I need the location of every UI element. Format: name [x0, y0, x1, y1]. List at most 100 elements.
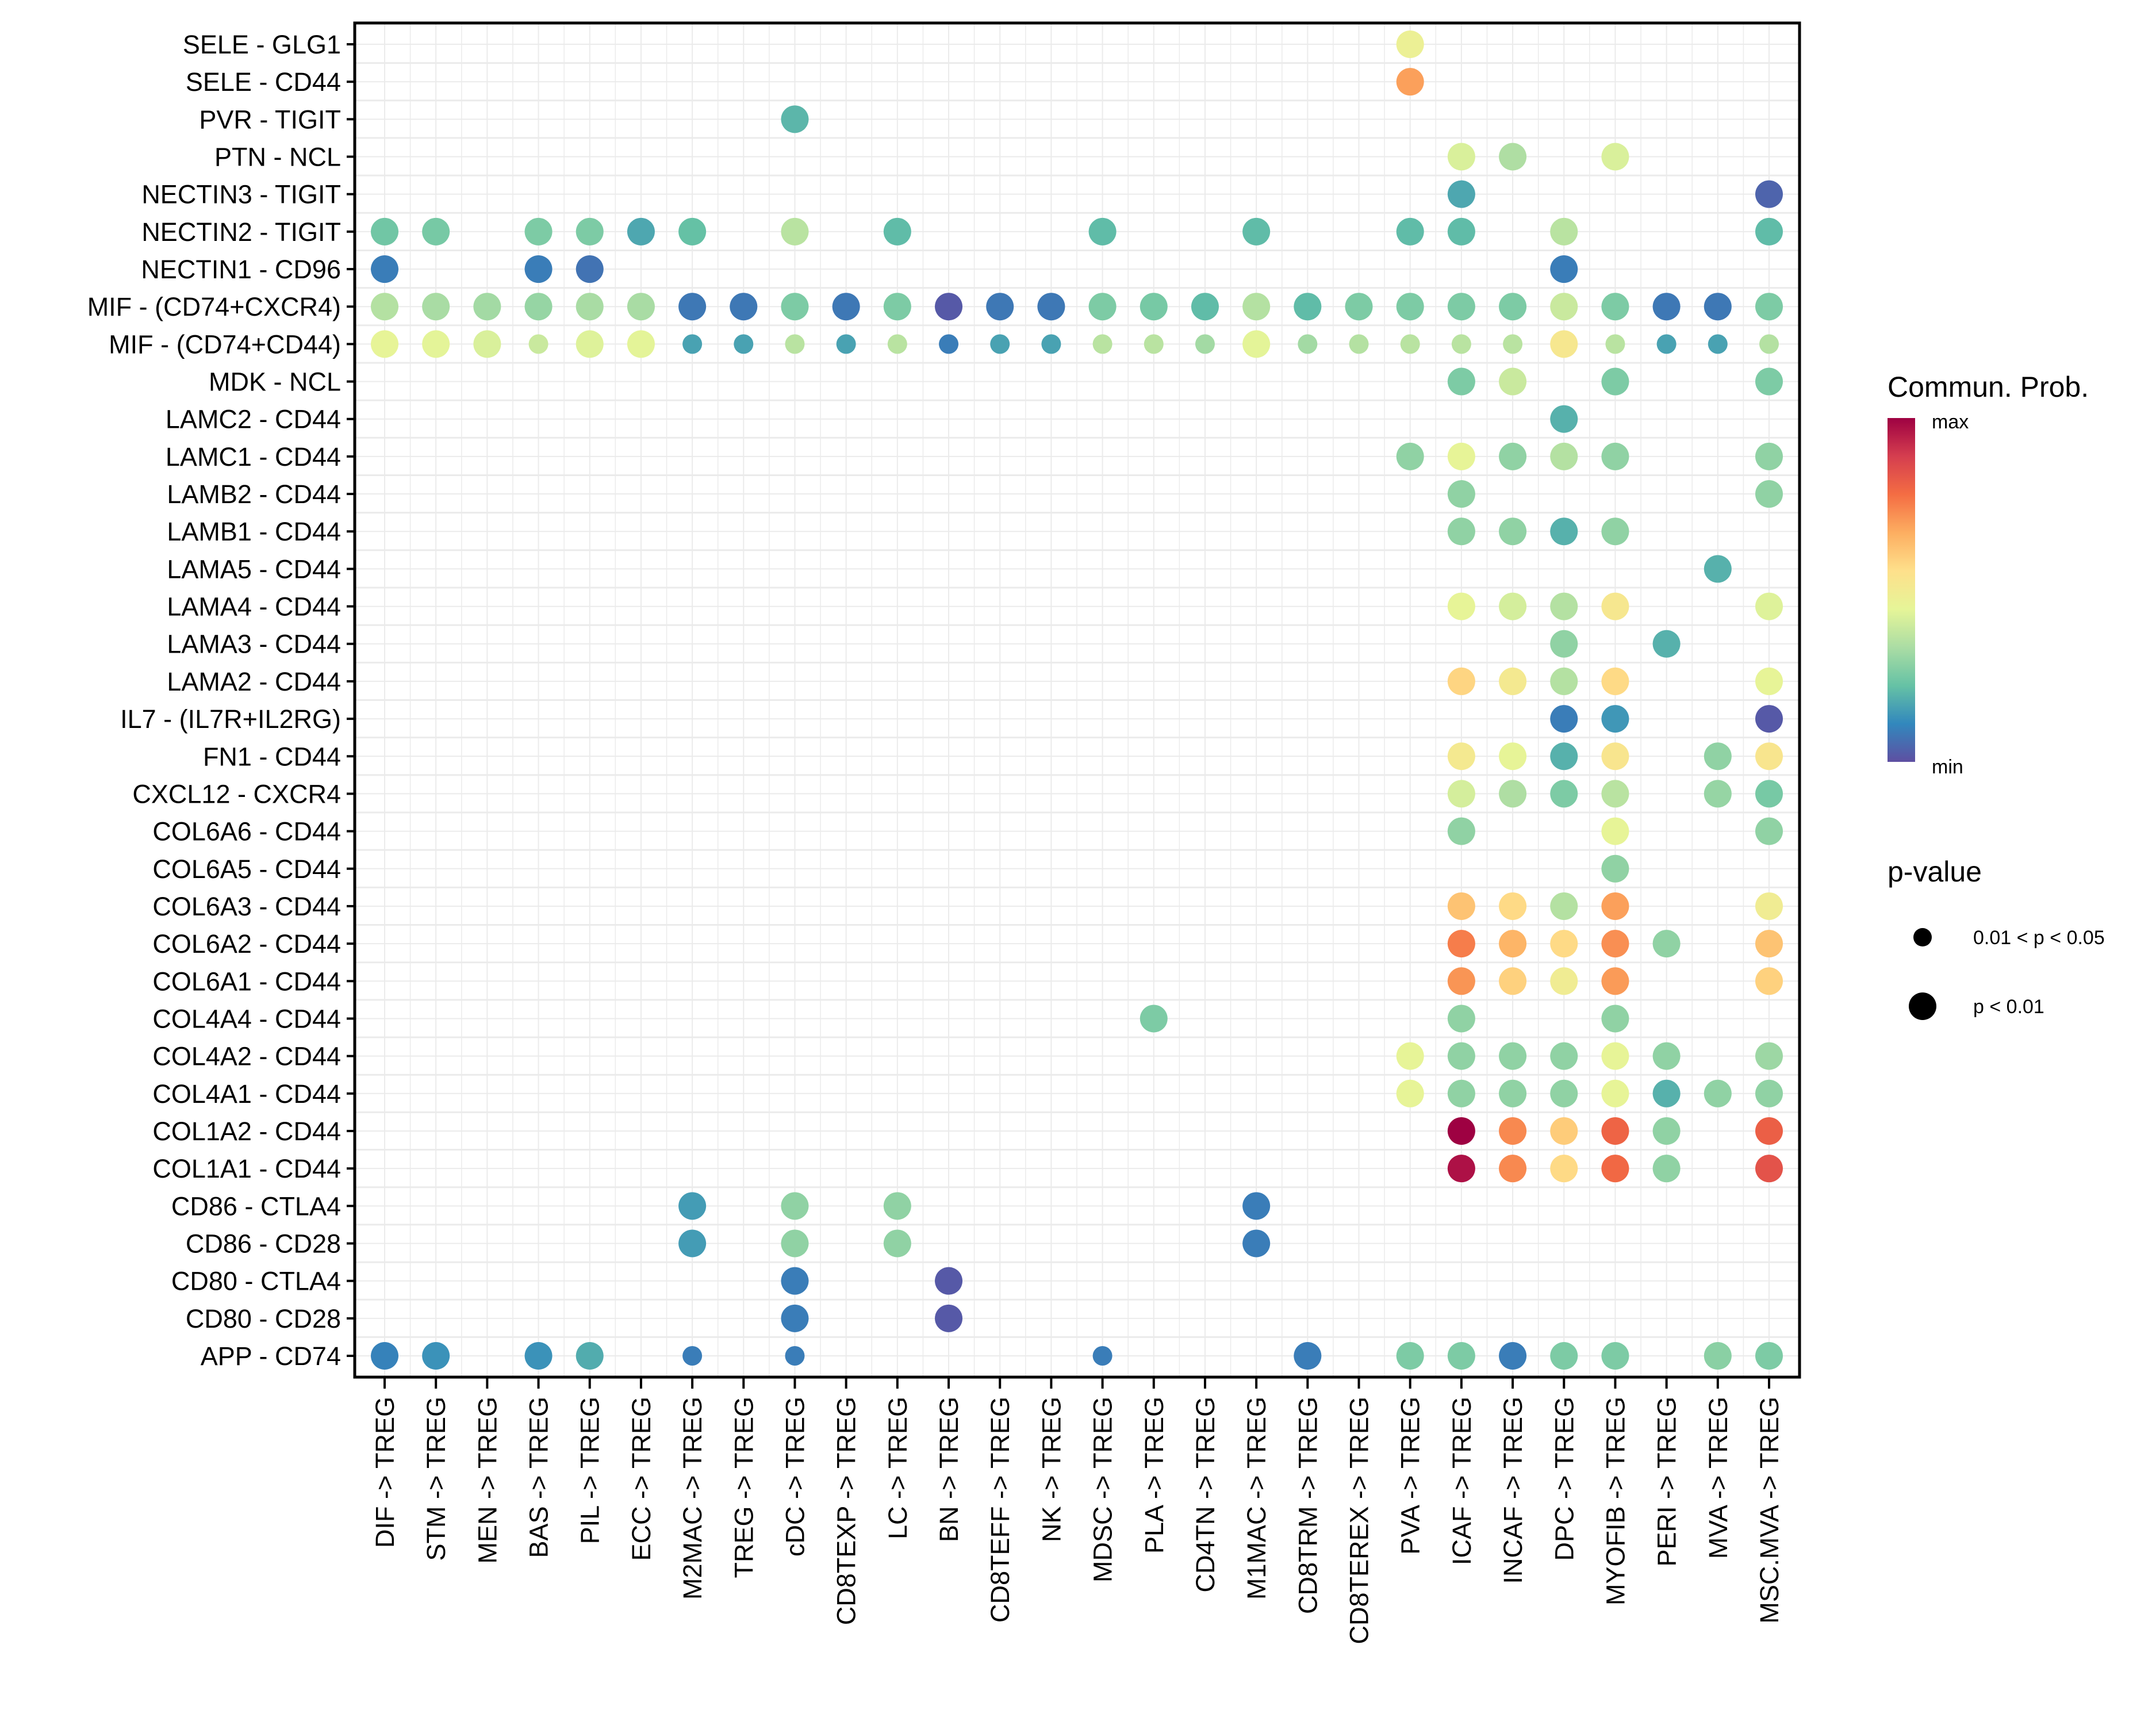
data-point: [1499, 1155, 1527, 1183]
y-tick-label: CD86 - CD28: [186, 1229, 341, 1258]
y-tick-label: NECTIN2 - TIGIT: [141, 217, 341, 247]
data-point: [576, 217, 604, 246]
data-point: [1755, 1342, 1783, 1370]
size-legend-small-label: 0.01 < p < 0.05: [1973, 927, 2105, 949]
colorbar-title: Commun. Prob.: [1888, 371, 2089, 403]
y-tick-label: IL7 - (IL7R+IL2RG): [120, 704, 341, 734]
y-tick-label: COL4A2 - CD44: [152, 1042, 341, 1071]
data-point: [1601, 930, 1629, 958]
data-point: [371, 330, 398, 358]
colorbar: [1888, 418, 1915, 762]
data-point: [1092, 1346, 1112, 1366]
data-point: [1396, 30, 1424, 58]
data-point: [678, 217, 707, 246]
data-point: [781, 105, 809, 133]
data-point: [1601, 442, 1629, 470]
data-point: [1550, 742, 1578, 770]
x-tick-label: DPC -> TREG: [1549, 1397, 1579, 1561]
data-point: [528, 334, 548, 354]
x-tick-label: LC -> TREG: [883, 1397, 912, 1539]
x-tick-label: BN -> TREG: [934, 1397, 964, 1542]
y-tick-label: PVR - TIGIT: [199, 105, 341, 134]
data-point: [1037, 293, 1065, 321]
data-point: [678, 1192, 707, 1220]
data-point: [1499, 967, 1527, 995]
x-tick-label: STM -> TREG: [421, 1397, 451, 1561]
data-point: [781, 1267, 809, 1295]
x-tick-label: M2MAC -> TREG: [678, 1397, 707, 1600]
y-tick-label: COL4A1 - CD44: [152, 1079, 341, 1109]
y-tick-label: FN1 - CD44: [203, 742, 341, 771]
data-point: [473, 293, 501, 321]
data-point: [883, 217, 911, 246]
data-point: [371, 255, 398, 283]
data-point: [1088, 217, 1117, 246]
data-point: [1656, 334, 1677, 354]
y-tick-label: LAMB1 - CD44: [167, 517, 341, 546]
data-point: [939, 334, 959, 354]
colorbar-min-label: min: [1932, 756, 1963, 778]
y-tick-label: APP - CD74: [201, 1341, 341, 1371]
data-point: [1499, 667, 1527, 695]
data-point: [1396, 1042, 1424, 1070]
x-tick-label: DIF -> TREG: [370, 1397, 400, 1548]
y-tick-label: CXCL12 - CXCR4: [132, 779, 341, 808]
data-point: [836, 334, 856, 354]
size-legend-small-dot: [1913, 928, 1932, 946]
data-point: [1447, 1079, 1475, 1107]
data-point: [1550, 892, 1578, 920]
x-tick-label: ICAF -> TREG: [1447, 1397, 1476, 1565]
colorbar-max-label: max: [1932, 411, 1969, 433]
x-tick-label: PERI -> TREG: [1652, 1397, 1682, 1567]
data-point: [1755, 1117, 1783, 1145]
data-point: [990, 334, 1010, 354]
data-point: [1242, 330, 1271, 358]
y-tick-label: LAMB2 - CD44: [167, 480, 341, 509]
x-tick-label: PLA -> TREG: [1140, 1397, 1169, 1554]
data-point: [781, 293, 809, 321]
data-point: [1755, 667, 1783, 695]
data-point: [1550, 330, 1578, 358]
y-tick-label: SELE - GLG1: [183, 30, 341, 59]
data-point: [1294, 1342, 1322, 1370]
data-point: [1041, 334, 1061, 354]
data-point: [1447, 180, 1475, 208]
data-point: [785, 1346, 805, 1366]
y-tick-label: NECTIN1 - CD96: [141, 255, 341, 284]
y-tick-label: COL6A2 - CD44: [152, 929, 341, 959]
data-point: [1447, 1117, 1475, 1145]
data-point: [1447, 817, 1475, 845]
data-point: [1755, 180, 1783, 208]
data-point: [1447, 217, 1475, 246]
data-point: [1601, 892, 1629, 920]
data-point: [1396, 1079, 1424, 1107]
y-tick-label: CD86 - CTLA4: [171, 1191, 341, 1221]
data-point: [627, 217, 655, 246]
data-point: [473, 330, 501, 358]
data-point: [1447, 780, 1475, 808]
data-point: [1550, 930, 1578, 958]
data-point: [1447, 293, 1475, 321]
y-tick-label: LAMC2 - CD44: [166, 405, 341, 434]
data-point: [1601, 854, 1629, 883]
data-point: [1755, 480, 1783, 508]
data-point: [1755, 442, 1783, 470]
data-point: [1704, 780, 1732, 808]
data-point: [1447, 143, 1475, 171]
data-point: [1400, 334, 1420, 354]
x-tick-label: PIL -> TREG: [576, 1397, 605, 1544]
data-point: [1550, 1079, 1578, 1107]
x-tick-label: CD8TEXP -> TREG: [832, 1397, 861, 1625]
y-tick-label: PTN - NCL: [214, 143, 341, 172]
data-point: [1605, 334, 1625, 354]
data-point: [1447, 367, 1475, 396]
data-point: [1601, 293, 1629, 321]
data-point: [1298, 334, 1318, 354]
data-point: [781, 1192, 809, 1220]
data-point: [1088, 293, 1117, 321]
x-tick-label: NK -> TREG: [1037, 1397, 1066, 1542]
y-tick-label: SELE - CD44: [186, 67, 341, 97]
data-point: [1447, 1042, 1475, 1070]
data-point: [1601, 1042, 1629, 1070]
data-point: [1447, 592, 1475, 620]
